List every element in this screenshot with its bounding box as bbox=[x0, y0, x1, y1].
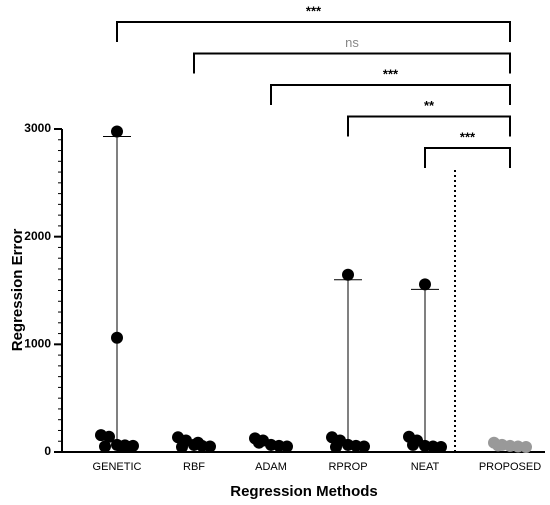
data-point bbox=[435, 441, 447, 453]
bracket bbox=[193, 52, 511, 74]
y-axis-title: Regression Error bbox=[9, 229, 26, 352]
data-point bbox=[111, 331, 123, 344]
data-point bbox=[492, 439, 504, 452]
bracket bbox=[270, 84, 511, 105]
data-point bbox=[330, 441, 342, 453]
data-point bbox=[358, 440, 370, 453]
x-tick-label: PROPOSED bbox=[479, 461, 541, 473]
data-point bbox=[419, 278, 431, 291]
data-point bbox=[407, 438, 419, 451]
data-point bbox=[342, 268, 354, 281]
data-point bbox=[176, 441, 188, 453]
data-point bbox=[111, 125, 123, 138]
significance-label: *** bbox=[383, 66, 399, 81]
y-tick-label: 0 bbox=[44, 444, 51, 458]
significance-label: ns bbox=[345, 35, 359, 50]
x-tick-label: RBF bbox=[183, 461, 205, 473]
data-point bbox=[281, 440, 293, 453]
data-point bbox=[192, 436, 204, 449]
data-point bbox=[204, 440, 216, 453]
data-point bbox=[99, 440, 111, 453]
bracket bbox=[347, 115, 511, 137]
data-point bbox=[123, 441, 135, 453]
significance-label: ** bbox=[424, 98, 435, 113]
bracket bbox=[116, 21, 511, 42]
y-tick-label: 3000 bbox=[24, 121, 51, 135]
significance-label: *** bbox=[306, 3, 322, 18]
bracket bbox=[424, 147, 511, 168]
x-axis-title: Regression Methods bbox=[230, 483, 378, 500]
data-point bbox=[253, 436, 265, 449]
x-tick-label: GENETIC bbox=[93, 461, 142, 473]
y-tick-label: 2000 bbox=[24, 229, 51, 243]
x-tick-label: ADAM bbox=[255, 461, 287, 473]
data-point bbox=[103, 430, 115, 443]
x-tick-label: NEAT bbox=[411, 461, 440, 473]
significance-label: *** bbox=[460, 129, 476, 144]
data-point bbox=[520, 441, 532, 453]
x-tick-label: RPROP bbox=[328, 461, 367, 473]
y-tick-label: 1000 bbox=[24, 337, 51, 351]
